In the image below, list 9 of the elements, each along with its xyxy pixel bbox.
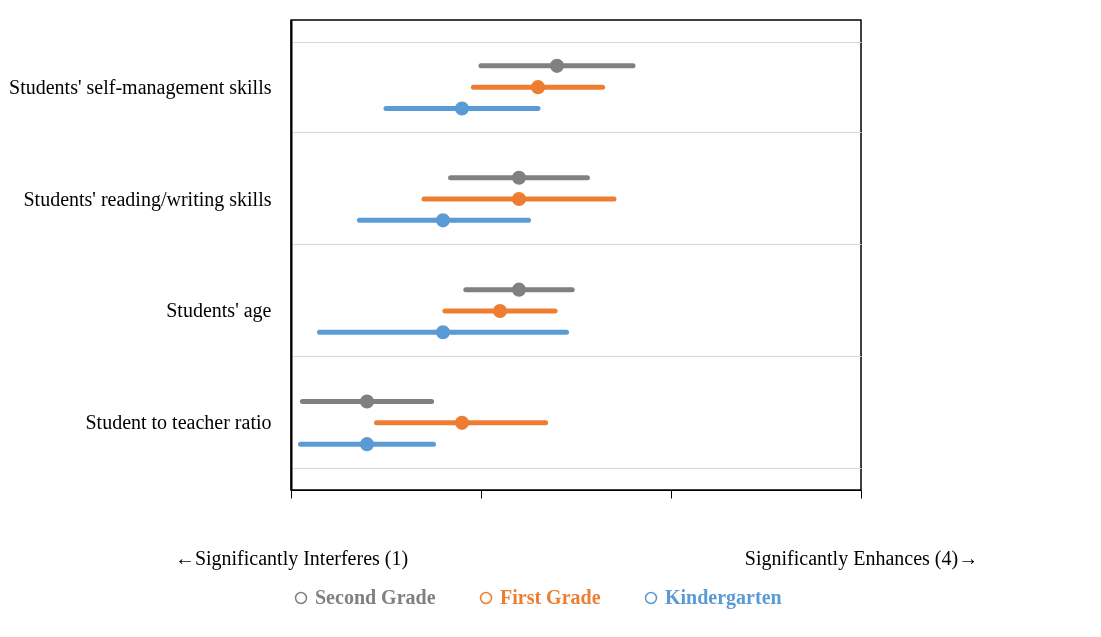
legend-label: Kindergarten — [665, 586, 782, 609]
legend-label: Second Grade — [315, 586, 436, 608]
y-tick-label: Students' age — [166, 299, 272, 323]
y-tick-label: Students' self-management skills — [9, 75, 272, 99]
x-tick-label: ←Significantly Interferes (1) — [174, 546, 409, 570]
legend-label: First Grade — [500, 586, 601, 608]
y-tick-label: Student to teacher ratio — [85, 411, 272, 434]
x-tick-label: Significantly Enhances (4)→ — [744, 546, 979, 570]
y-tick-label: Students' reading/writing skills — [23, 187, 272, 211]
